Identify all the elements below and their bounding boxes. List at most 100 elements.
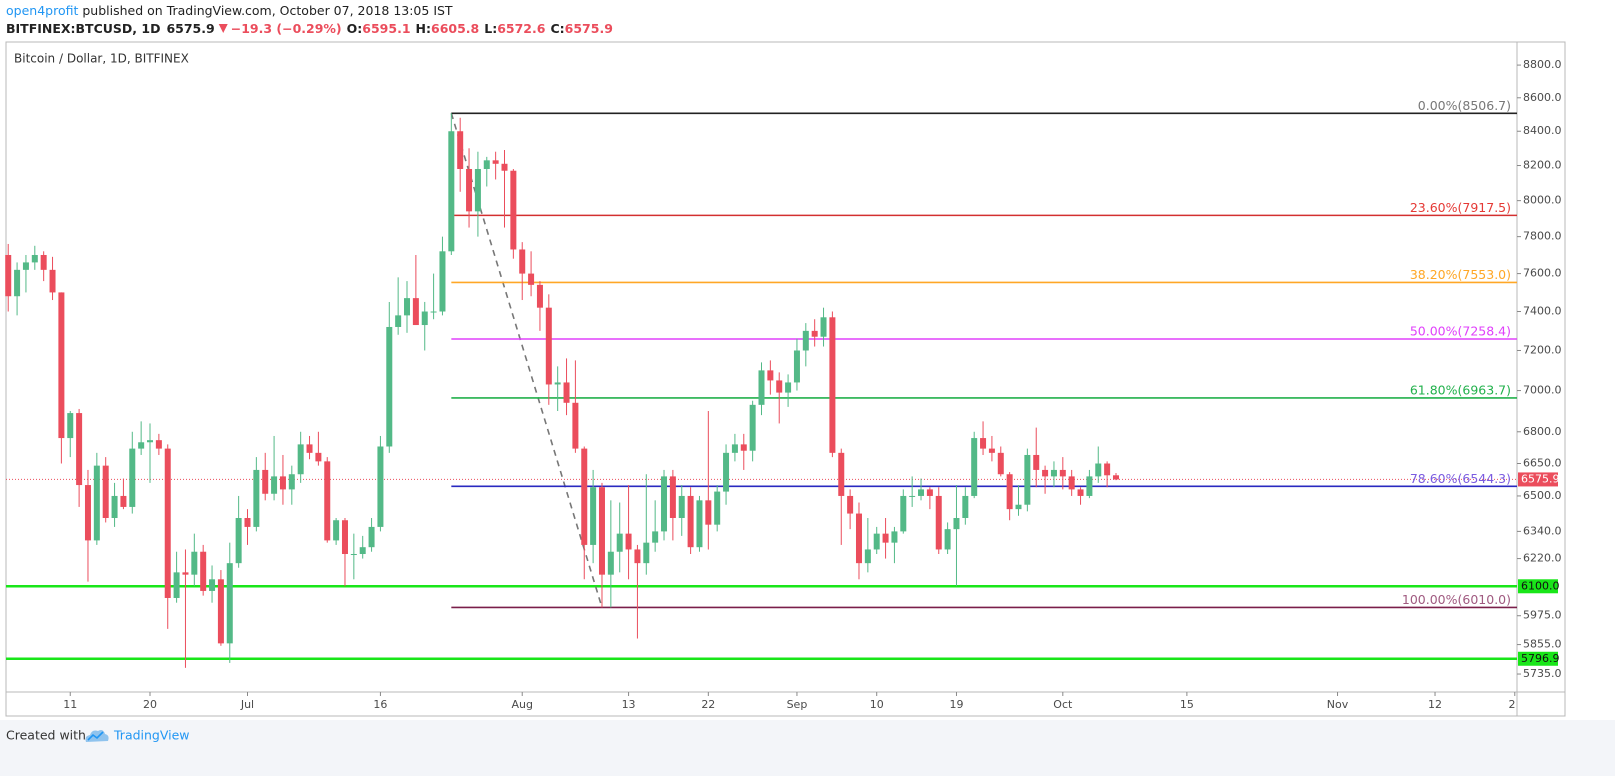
candle-body (563, 382, 570, 403)
candle-body (395, 315, 402, 327)
candle-body (953, 517, 960, 530)
candle-body (687, 495, 694, 548)
candle-body (785, 382, 792, 393)
candle-body (838, 452, 845, 496)
candle-body (430, 311, 437, 313)
y-tick-label: 8800.0 (1523, 58, 1562, 71)
y-tick-label: 8000.0 (1523, 194, 1562, 207)
candle-body (749, 404, 756, 451)
fib-label: 0.00%(8506.7) (1418, 98, 1511, 113)
candle-body (129, 448, 136, 507)
candle-body (678, 495, 685, 518)
ohlc-key: O: (347, 21, 363, 36)
candle-body (324, 461, 331, 541)
candle-body (634, 549, 641, 564)
candle-body (421, 311, 428, 326)
candle-body (1095, 463, 1102, 477)
y-tick-label: 5735.0 (1523, 667, 1562, 680)
candle-body (155, 440, 162, 449)
candle-body (306, 444, 313, 453)
candle-body (501, 163, 508, 171)
x-tick-label: 22 (701, 698, 715, 711)
candle-body (333, 520, 340, 541)
x-tick-label: Nov (1327, 698, 1349, 711)
candle-body (182, 572, 189, 575)
candle-body (864, 549, 871, 564)
ohlc-key: H: (416, 21, 431, 36)
candle-body (315, 452, 322, 462)
y-tick-label: 8200.0 (1523, 159, 1562, 172)
candle-body (625, 533, 632, 550)
ohlc-value: 6595.1 (362, 21, 410, 36)
candle-body (767, 370, 774, 381)
candle-body (926, 489, 933, 496)
fib-label: 50.00%(7258.4) (1410, 323, 1511, 338)
candle-body (350, 554, 357, 556)
candle-body (235, 517, 242, 564)
axis-label: 6100.0 (1521, 579, 1560, 592)
candle-body (244, 517, 251, 527)
candle-body (40, 254, 47, 270)
candle-body (404, 298, 411, 316)
candle-body (554, 382, 561, 385)
candle-body (217, 579, 224, 644)
candle-body (22, 262, 29, 270)
candle-body (661, 476, 668, 532)
candle-body (439, 251, 446, 312)
candle-body (598, 487, 605, 575)
y-tick-label: 6340.0 (1523, 524, 1562, 537)
footer-created: Created with (6, 728, 86, 743)
y-tick-label: 8600.0 (1523, 91, 1562, 104)
fib-trend (450, 113, 603, 608)
x-tick-label: 12 (1428, 698, 1442, 711)
candle-body (847, 495, 854, 514)
fib-label: 23.60%(7917.5) (1410, 200, 1511, 215)
chart-frame (5, 41, 1566, 717)
candle-body (359, 547, 366, 555)
candle-body (616, 533, 623, 552)
candle-body (226, 563, 233, 644)
candle-body (829, 317, 836, 453)
author[interactable]: open4profit (6, 3, 78, 18)
candle-body (93, 465, 100, 541)
candle-body (811, 330, 818, 337)
candle-body (262, 469, 269, 494)
candle-body (377, 446, 384, 527)
candle-body (536, 284, 543, 308)
y-tick-label: 6650.0 (1523, 457, 1562, 470)
y-tick-label: 7400.0 (1523, 305, 1562, 318)
candle-body (138, 442, 145, 449)
x-tick-label: Aug (511, 698, 532, 711)
candle-body (643, 542, 650, 564)
candle-body (855, 513, 862, 564)
candle-body (386, 326, 393, 447)
candle-body (980, 438, 987, 449)
candle-body (1024, 454, 1031, 505)
candle-body (900, 495, 907, 532)
candle-body (714, 491, 721, 525)
footer-bar (0, 720, 1615, 776)
candle-body (918, 489, 925, 496)
candle-body (545, 307, 552, 385)
candle-body (49, 269, 56, 293)
candle-body (705, 500, 712, 525)
fib-label: 38.20%(7553.0) (1410, 267, 1511, 282)
x-tick-label: 13 (622, 698, 636, 711)
y-tick-label: 6800.0 (1523, 425, 1562, 438)
chart-title: Bitcoin / Dollar, 1D, BITFINEX (14, 52, 189, 66)
candle-body (528, 273, 535, 285)
footer-brand[interactable]: TradingView (113, 728, 190, 743)
candle-body (758, 370, 765, 405)
axis-label: 6575.9 (1521, 472, 1560, 485)
symbol: BITFINEX:BTCUSD, 1D (6, 21, 160, 36)
candle-body (793, 350, 800, 383)
candle-body (253, 469, 260, 527)
candle-body (1077, 489, 1084, 496)
change-line: −19.3 (−0.29%) O:6595.1 H:6605.8 L:6572.6 C:… (231, 21, 613, 36)
candle-body (164, 448, 171, 598)
candle-body (820, 317, 827, 337)
candle-body (971, 438, 978, 496)
candle-body (341, 520, 348, 555)
candle-body (412, 298, 419, 326)
